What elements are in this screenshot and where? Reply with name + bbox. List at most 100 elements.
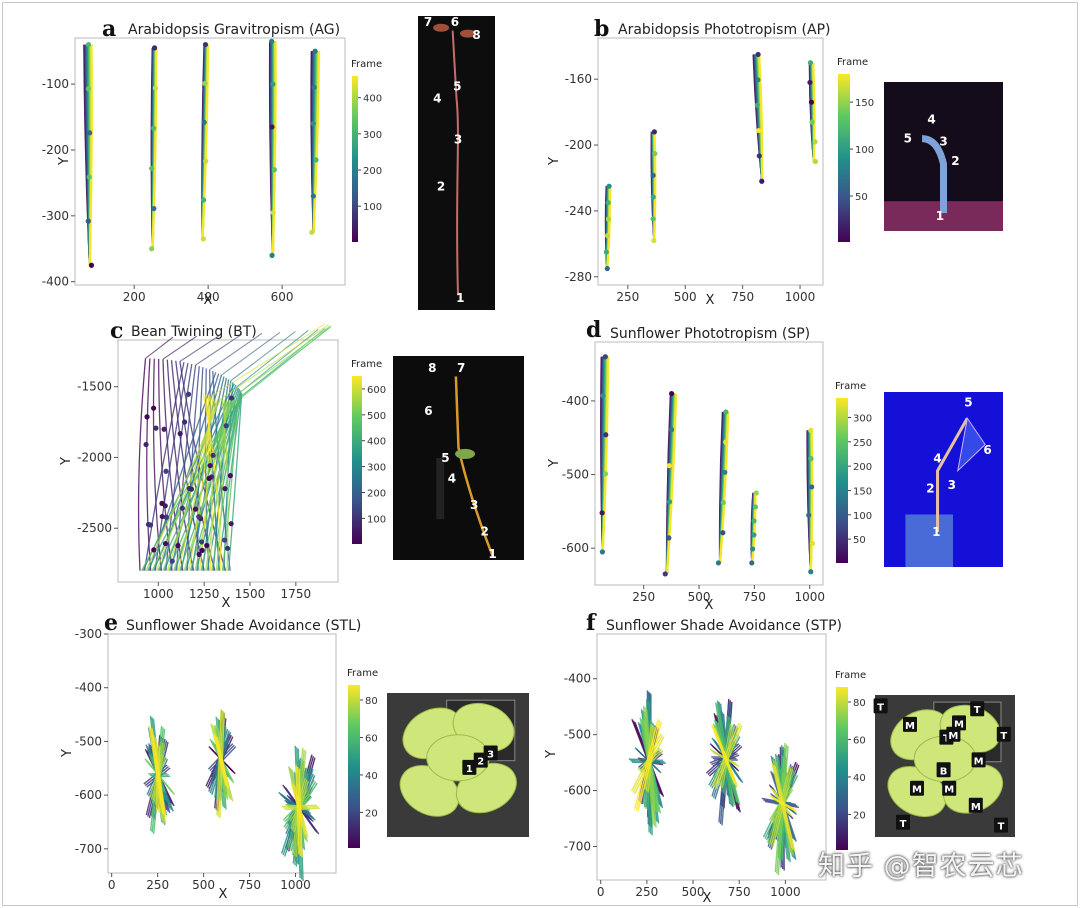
photo-label-box bbox=[968, 797, 983, 813]
keypoint-dot bbox=[756, 153, 762, 159]
keypoint-dot bbox=[185, 391, 192, 397]
panel-b: b Arabidopsis Phototropism (AP)250 500 750 1… bbox=[547, 16, 1003, 308]
panel-e: e Sunflower Shade Avoidance (STL) 0 250 500 7… bbox=[60, 610, 529, 902]
keypoint-dot bbox=[753, 490, 759, 496]
keypoint-dot bbox=[199, 547, 205, 553]
colorbar-tick-label: 50 bbox=[853, 535, 866, 546]
stem-trace bbox=[715, 409, 730, 566]
photo-label-box bbox=[896, 814, 910, 830]
leaf-shape bbox=[460, 29, 477, 38]
trace-line bbox=[293, 781, 309, 833]
keypoint-dot bbox=[809, 484, 815, 490]
y-tick-label: -600 bbox=[75, 788, 102, 802]
photo-keypoint-label: 3 bbox=[948, 478, 956, 492]
y-tick-label: -200 bbox=[42, 143, 69, 157]
keypoint-dot bbox=[151, 547, 157, 553]
colorbar-tick-label: 20 bbox=[853, 810, 866, 821]
y-tick-label: -600 bbox=[564, 784, 591, 798]
trace-line bbox=[148, 725, 164, 814]
keypoint-dot bbox=[270, 81, 276, 87]
trace-line bbox=[221, 399, 239, 571]
keypoint-dot bbox=[806, 512, 812, 518]
stem-trace bbox=[603, 183, 612, 272]
keypoint-dot bbox=[808, 456, 814, 462]
panel-title: Sunflower Phototropism (SP) bbox=[610, 326, 810, 342]
x-tick-label: 1000 bbox=[770, 885, 801, 899]
colorbar-tick-label: 100 bbox=[853, 511, 872, 522]
photo-label-box bbox=[952, 715, 966, 731]
trace-line bbox=[711, 724, 736, 784]
colorbar-gradient bbox=[352, 376, 362, 544]
trace-line bbox=[149, 726, 166, 816]
keypoint-dot bbox=[85, 218, 91, 224]
keypoint-dot bbox=[179, 505, 186, 511]
plot-area bbox=[117, 339, 339, 583]
plot-area bbox=[107, 633, 337, 874]
tip-line bbox=[240, 329, 319, 392]
photo-background bbox=[393, 356, 524, 560]
keypoint-dot bbox=[723, 409, 729, 415]
stem-trace bbox=[599, 354, 610, 555]
colorbar-title: Frame bbox=[837, 57, 868, 68]
panel-c: c Bean Twining (BT)1000 1250 1500 1750-1500-… bbox=[59, 318, 524, 611]
photo-label-box bbox=[996, 726, 1011, 742]
y-axis-label: Y bbox=[544, 750, 559, 759]
keypoint-dot bbox=[720, 530, 726, 536]
x-tick-label: 200 bbox=[123, 290, 146, 304]
colorbar-tick-label: 300 bbox=[367, 463, 386, 474]
keypoint-dot bbox=[812, 139, 818, 145]
photo-keypoint-label: 1 bbox=[932, 525, 940, 539]
x-axis-label: X bbox=[706, 293, 715, 308]
keypoint-dot bbox=[807, 60, 814, 66]
trace-line bbox=[772, 764, 794, 850]
trace-line bbox=[645, 708, 657, 828]
plot-area bbox=[597, 37, 824, 286]
plot-area bbox=[594, 341, 824, 586]
keypoint-dot bbox=[749, 546, 756, 552]
stem-trace bbox=[309, 48, 321, 235]
photo-keypoint-label: 2 bbox=[437, 180, 445, 194]
keypoint-dot bbox=[604, 233, 611, 239]
leaf-fan bbox=[628, 690, 666, 836]
keypoint-dot bbox=[310, 193, 316, 199]
leaf-fan bbox=[278, 745, 320, 881]
stem-trace bbox=[149, 45, 158, 252]
stem-trace bbox=[662, 390, 678, 577]
y-axis-label: Y bbox=[547, 157, 562, 166]
colorbar: Frame 50 100 150 bbox=[837, 57, 874, 242]
tip-line bbox=[195, 333, 243, 366]
keypoint-dot bbox=[269, 124, 275, 130]
trace-line bbox=[720, 724, 733, 787]
keypoint-dot bbox=[808, 569, 814, 575]
keypoint-dot bbox=[188, 486, 195, 492]
trace-line bbox=[714, 727, 739, 787]
photo-keypoint-label: M bbox=[912, 785, 922, 796]
leaf-fan bbox=[761, 743, 800, 876]
photo-keypoint-label: T bbox=[974, 705, 981, 716]
specimen-photo: 4 5 32 1 bbox=[884, 82, 1003, 231]
keypoint-dot bbox=[149, 165, 155, 172]
photo-keypoint-label: 2 bbox=[926, 481, 934, 495]
keypoint-dot bbox=[310, 121, 316, 127]
colorbar: Frame 20 40 60 80 bbox=[347, 668, 378, 848]
keypoint-dot bbox=[163, 514, 170, 520]
leaf-fan bbox=[205, 709, 237, 819]
tip-line bbox=[236, 330, 309, 387]
photo-keypoint-label: M bbox=[905, 721, 915, 732]
trace-line bbox=[296, 766, 302, 856]
colorbar-title: Frame bbox=[347, 668, 378, 679]
x-tick-label: 1000 bbox=[785, 290, 816, 304]
keypoint-dot bbox=[152, 85, 158, 91]
axis-ticks: 0 250 500 750 1000 -400 -500 -600 -700 bbox=[564, 672, 801, 899]
stem-trace bbox=[268, 38, 277, 258]
keypoint-dot bbox=[192, 506, 199, 512]
colorbar-tick-label: 50 bbox=[855, 192, 868, 203]
keypoint-dot bbox=[808, 427, 814, 433]
data-traces bbox=[143, 709, 320, 881]
trace-line bbox=[227, 393, 243, 571]
keypoint-dot bbox=[650, 216, 656, 222]
keypoint-dot bbox=[808, 99, 815, 105]
x-tick-label: 1500 bbox=[235, 587, 266, 601]
keypoint-dot bbox=[206, 475, 212, 481]
watermark-text: 知乎 @智农云芯 bbox=[818, 851, 1024, 882]
